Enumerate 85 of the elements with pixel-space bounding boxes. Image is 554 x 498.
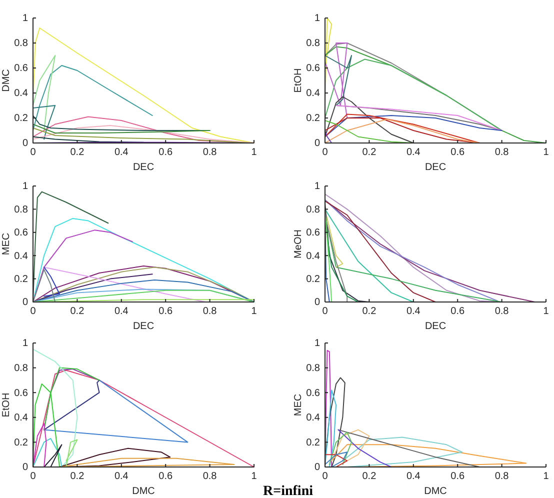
y-tick-label: 0 bbox=[22, 297, 28, 308]
x-tick-label: 0.2 bbox=[70, 471, 85, 482]
x-tick-label: 0.2 bbox=[362, 147, 377, 158]
y-tick-label: 0.6 bbox=[306, 228, 320, 239]
x-tick-label: 0.6 bbox=[158, 306, 173, 318]
x-tick-label: 0.6 bbox=[450, 306, 465, 318]
x-tick-label: 0.8 bbox=[494, 306, 510, 318]
y-tick-label: 0.8 bbox=[14, 204, 28, 216]
x-tick-label: 1 bbox=[543, 471, 550, 482]
y-tick-label: 0.4 bbox=[306, 250, 320, 262]
x-axis-title: DEC bbox=[424, 321, 446, 332]
text: R=infini bbox=[263, 484, 314, 498]
x-tick-label: 0 bbox=[30, 471, 36, 482]
y-tick-label: 1 bbox=[22, 13, 28, 24]
x-tick-label: 1 bbox=[251, 471, 258, 482]
y-tick-label: 0.2 bbox=[14, 274, 28, 285]
x-tick-label: 1 bbox=[543, 306, 550, 318]
x-tick-label: 0.4 bbox=[114, 306, 129, 318]
y-tick-label: 0.4 bbox=[14, 250, 28, 262]
y-tick-label: 0 bbox=[22, 138, 28, 150]
y-tick-label: 0 bbox=[314, 297, 320, 308]
y-tick-label: 0.2 bbox=[306, 437, 320, 448]
y-tick-label: 0.2 bbox=[14, 113, 28, 124]
y-tick-label: 0.4 bbox=[14, 88, 28, 100]
y-tick-label: 0.6 bbox=[14, 388, 28, 399]
x-tick-label: 0.4 bbox=[114, 471, 129, 482]
y-tick-label: 0.6 bbox=[306, 63, 320, 74]
x-tick-label: 0.2 bbox=[70, 147, 85, 158]
y-tick-label: 0 bbox=[22, 462, 28, 474]
x-axis-title: DEC bbox=[424, 162, 446, 173]
y-tick-label: 0.2 bbox=[306, 113, 320, 124]
y-tick-label: 0.4 bbox=[14, 412, 28, 424]
y-tick-label: 0.8 bbox=[306, 38, 320, 50]
x-tick-label: 1 bbox=[543, 147, 550, 158]
x-tick-label: 0 bbox=[322, 306, 328, 318]
y-tick-label: 0.4 bbox=[306, 412, 320, 424]
y-axis-title: DMC bbox=[1, 69, 12, 92]
y-tick-label: 0.6 bbox=[306, 388, 320, 399]
y-tick-label: 1 bbox=[314, 338, 320, 350]
y-axis-title: MEC bbox=[293, 394, 304, 416]
x-axis-title: DMC bbox=[424, 486, 447, 497]
y-tick-label: 0 bbox=[314, 138, 320, 150]
y-tick-label: 0.6 bbox=[14, 63, 28, 74]
x-tick-label: 0.6 bbox=[158, 471, 173, 482]
y-tick-label: 0.8 bbox=[14, 363, 28, 374]
x-axis-title: DEC bbox=[132, 162, 154, 173]
x-tick-label: 0 bbox=[322, 471, 328, 482]
y-tick-label: 1 bbox=[314, 13, 320, 24]
y-tick-label: 1 bbox=[22, 181, 28, 192]
x-tick-label: 0.8 bbox=[202, 471, 218, 482]
y-tick-label: 0.8 bbox=[306, 363, 320, 374]
x-tick-label: 0.4 bbox=[406, 471, 421, 482]
y-axis-title: EtOH bbox=[1, 392, 12, 418]
y-tick-label: 0.2 bbox=[306, 274, 320, 285]
x-tick-label: 0.6 bbox=[158, 147, 173, 158]
y-tick-label: 0.8 bbox=[306, 204, 320, 216]
x-tick-label: 1 bbox=[251, 306, 258, 318]
x-tick-label: 0.4 bbox=[114, 147, 129, 158]
y-axis-title: MeOH bbox=[293, 230, 304, 258]
y-tick-label: 0.8 bbox=[14, 38, 28, 50]
x-tick-label: 0.2 bbox=[362, 306, 377, 318]
x-tick-label: 0.4 bbox=[406, 306, 421, 318]
x-tick-label: 0.6 bbox=[450, 147, 465, 158]
x-tick-label: 0.4 bbox=[406, 147, 421, 158]
x-tick-label: 0.2 bbox=[362, 471, 377, 482]
y-tick-label: 0.6 bbox=[14, 228, 28, 239]
y-tick-label: 0.2 bbox=[14, 437, 28, 448]
x-axis-title: DEC bbox=[132, 321, 154, 332]
x-tick-label: 0 bbox=[30, 147, 36, 158]
x-axis-title: DMC bbox=[132, 486, 155, 497]
x-tick-label: 0 bbox=[322, 147, 328, 158]
x-tick-label: 0.2 bbox=[70, 306, 85, 318]
y-tick-label: 0 bbox=[314, 462, 320, 474]
y-axis-title: MEC bbox=[1, 232, 12, 256]
x-tick-label: 0.8 bbox=[494, 471, 510, 482]
y-axis-title: EtOH bbox=[293, 68, 304, 93]
x-tick-label: 1 bbox=[251, 147, 258, 158]
x-tick-label: 0.6 bbox=[450, 471, 465, 482]
y-tick-label: 1 bbox=[314, 181, 320, 192]
x-tick-label: 0.8 bbox=[494, 147, 510, 158]
y-tick-label: 0.4 bbox=[306, 88, 320, 100]
x-tick-label: 0.8 bbox=[202, 306, 218, 318]
x-tick-label: 0.8 bbox=[202, 147, 218, 158]
x-tick-label: 0 bbox=[30, 306, 36, 318]
y-tick-label: 1 bbox=[22, 338, 28, 350]
